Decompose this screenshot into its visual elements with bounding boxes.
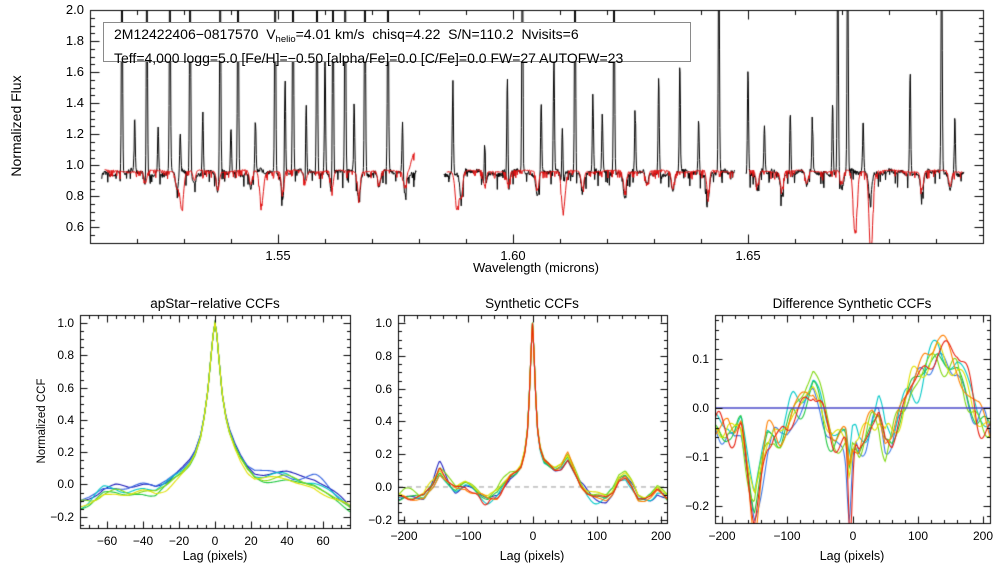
annotation-line-2: Teff=4,000 logg=5.0 [Fe/H]=−0.50 [alpha/… (114, 50, 624, 66)
annotation-line-1: 2M12422406−0817570 Vhelio=4.01 km/s chis… (114, 26, 579, 45)
spectrum-annotation-box: 2M12422406−0817570 Vhelio=4.01 km/s chis… (103, 22, 691, 66)
